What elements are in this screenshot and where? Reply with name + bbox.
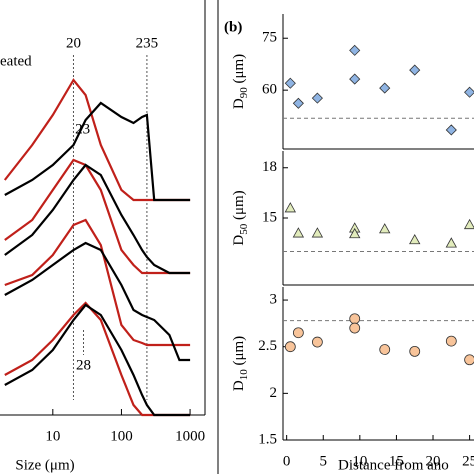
curve bbox=[4, 163, 191, 275]
y-axis-label-part: 90 bbox=[238, 87, 250, 99]
reference-label: 235 bbox=[136, 35, 159, 51]
y-tick-label: 75 bbox=[262, 30, 277, 46]
y-tick-label: 2 bbox=[270, 385, 278, 401]
y-axis-label-part: 10 bbox=[238, 369, 250, 381]
point bbox=[284, 77, 296, 89]
x-axis-label: Distance from ano bbox=[338, 457, 449, 473]
point bbox=[292, 227, 305, 238]
y-tick-label: 2.5 bbox=[258, 338, 277, 354]
point bbox=[349, 322, 361, 334]
point bbox=[464, 86, 474, 98]
y-axis-label-part: D bbox=[231, 380, 247, 391]
y-axis-label: D50 (μm) bbox=[231, 190, 249, 245]
point bbox=[284, 202, 296, 213]
point bbox=[349, 44, 361, 56]
curve bbox=[4, 303, 191, 417]
point bbox=[445, 124, 457, 136]
point bbox=[409, 233, 421, 245]
curve bbox=[4, 158, 191, 275]
point bbox=[311, 336, 323, 348]
y-axis-label-part: (μm) bbox=[231, 190, 247, 223]
y-tick-label: 3 bbox=[270, 291, 278, 307]
y-tick-label: 1.5 bbox=[258, 431, 277, 447]
y-axis-label-part: (μm) bbox=[231, 54, 247, 87]
curve bbox=[4, 241, 191, 362]
point bbox=[349, 73, 361, 85]
x-tick-label: 1000 bbox=[175, 428, 205, 444]
x-tick-label: 10 bbox=[352, 453, 367, 469]
point bbox=[445, 237, 457, 248]
x-tick-label: 20 bbox=[426, 453, 441, 469]
y-axis-label-part: 50 bbox=[238, 223, 250, 235]
curve bbox=[4, 218, 191, 347]
y-axis-label-part: D bbox=[231, 235, 247, 246]
y-axis-label: D10 (μm) bbox=[231, 336, 249, 391]
point bbox=[311, 227, 324, 238]
x-tick-label: 10 bbox=[45, 428, 60, 444]
point bbox=[292, 327, 304, 339]
curve bbox=[4, 101, 191, 202]
point bbox=[463, 218, 474, 230]
annotation: eated bbox=[0, 53, 32, 69]
peak-label: 28 bbox=[76, 357, 91, 373]
y-axis-label: D90 (μm) bbox=[231, 54, 249, 109]
y-tick-label: 60 bbox=[262, 82, 277, 98]
y-tick-label: 15 bbox=[262, 209, 277, 225]
point bbox=[464, 354, 474, 366]
x-axis-label: Size (μm) bbox=[15, 457, 74, 473]
panel-label: (b) bbox=[224, 19, 242, 35]
point bbox=[445, 335, 457, 347]
point bbox=[379, 82, 391, 94]
point bbox=[409, 64, 421, 76]
x-tick-label: 100 bbox=[110, 428, 133, 444]
point bbox=[409, 345, 421, 357]
x-tick-label: 15 bbox=[389, 453, 404, 469]
point bbox=[349, 227, 361, 239]
y-axis-label-part: D bbox=[231, 98, 247, 109]
reference-label: 20 bbox=[66, 35, 81, 51]
y-tick-label: 18 bbox=[262, 159, 277, 175]
point bbox=[379, 344, 391, 355]
y-axis-label-part: (μm) bbox=[231, 336, 247, 369]
point bbox=[292, 97, 304, 109]
x-tick-label: 5 bbox=[319, 453, 327, 469]
point bbox=[349, 313, 361, 325]
x-tick-label: 0 bbox=[283, 453, 291, 469]
point bbox=[284, 341, 296, 353]
point bbox=[311, 92, 323, 104]
x-tick-label: 25 bbox=[462, 453, 474, 469]
point bbox=[379, 223, 391, 234]
